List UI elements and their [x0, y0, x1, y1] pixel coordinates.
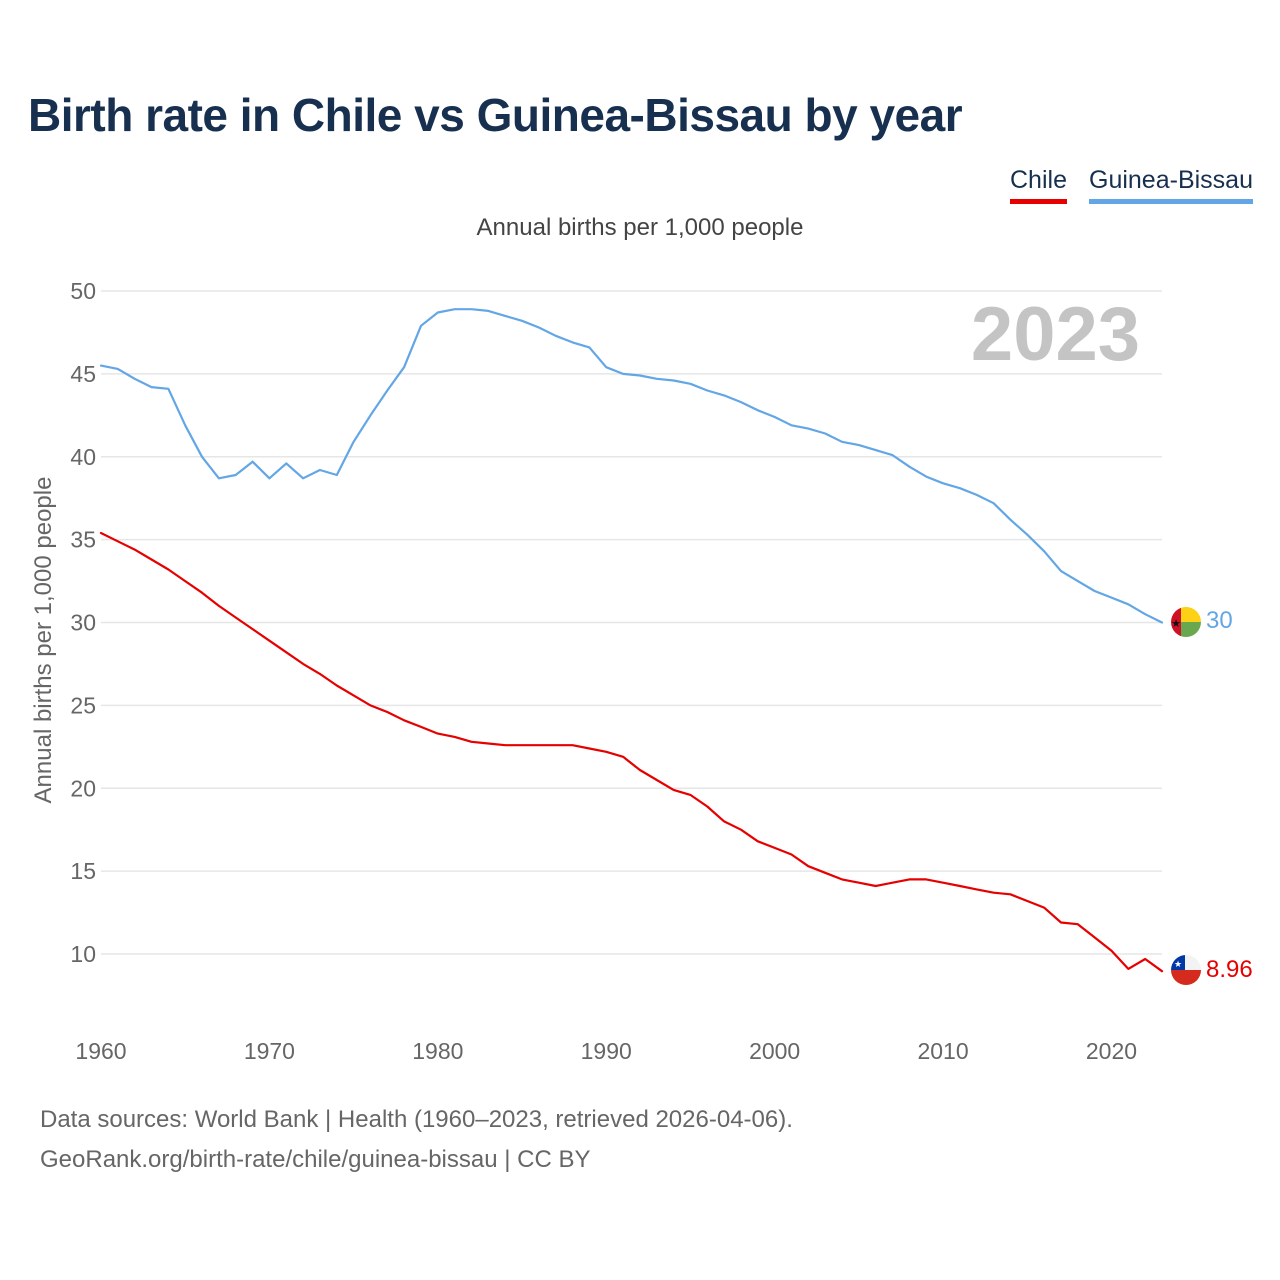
y-tick-label: 10: [70, 941, 96, 967]
legend-item-guinea-bissau[interactable]: Guinea-Bissau: [1089, 164, 1253, 204]
y-tick-label: 50: [70, 278, 96, 304]
series-line-guinea-bissau[interactable]: [99, 308, 1164, 624]
footer-link[interactable]: GeoRank.org/birth-rate/chile/guinea-biss…: [40, 1146, 591, 1173]
svg-text:★: ★: [1171, 618, 1181, 630]
x-tick-label: 2000: [749, 1038, 800, 1064]
x-axis-ticks: 1960 1970 1980 1990 2000 2010 2020: [75, 1038, 1137, 1064]
series-line-chile[interactable]: [99, 531, 1164, 973]
x-tick-label: 1990: [581, 1038, 632, 1064]
chart-title: Birth rate in Chile vs Guinea-Bissau by …: [28, 89, 963, 141]
y-axis-ticks: 10 15 20 25 30 35 40 45 50: [70, 278, 96, 967]
y-tick-label: 25: [70, 692, 96, 718]
y-tick-label: 45: [70, 361, 96, 387]
y-tick-label: 40: [70, 444, 96, 470]
legend-item-chile[interactable]: Chile: [1010, 164, 1067, 204]
x-tick-label: 2010: [917, 1038, 968, 1064]
guinea-bissau-flag-icon: ★: [1171, 607, 1201, 637]
gridlines: [101, 290, 1162, 955]
x-tick-label: 1960: [75, 1038, 126, 1064]
y-axis-label: Annual births per 1,000 people: [30, 477, 57, 804]
y-tick-label: 15: [70, 858, 96, 884]
x-tick-label: 1970: [244, 1038, 295, 1064]
svg-text:★: ★: [1174, 959, 1182, 969]
y-tick-label: 20: [70, 775, 96, 801]
end-label-guinea-bissau: 30: [1206, 607, 1233, 634]
line-chart: 10 15 20 25 30 35 40 45 50 1960 1970 1980 1990 2000 2…: [30, 278, 1253, 1064]
chile-flag-icon: ★: [1171, 955, 1201, 985]
year-watermark: 2023: [971, 292, 1140, 377]
y-tick-label: 35: [70, 527, 96, 553]
chart-subtitle: Annual births per 1,000 people: [476, 214, 804, 241]
end-label-chile: 8.96: [1206, 956, 1253, 983]
footer-sources: Data sources: World Bank | Health (1960–…: [40, 1106, 793, 1133]
x-tick-label: 1980: [412, 1038, 463, 1064]
x-tick-label: 2020: [1086, 1038, 1137, 1064]
y-tick-label: 30: [70, 610, 96, 636]
